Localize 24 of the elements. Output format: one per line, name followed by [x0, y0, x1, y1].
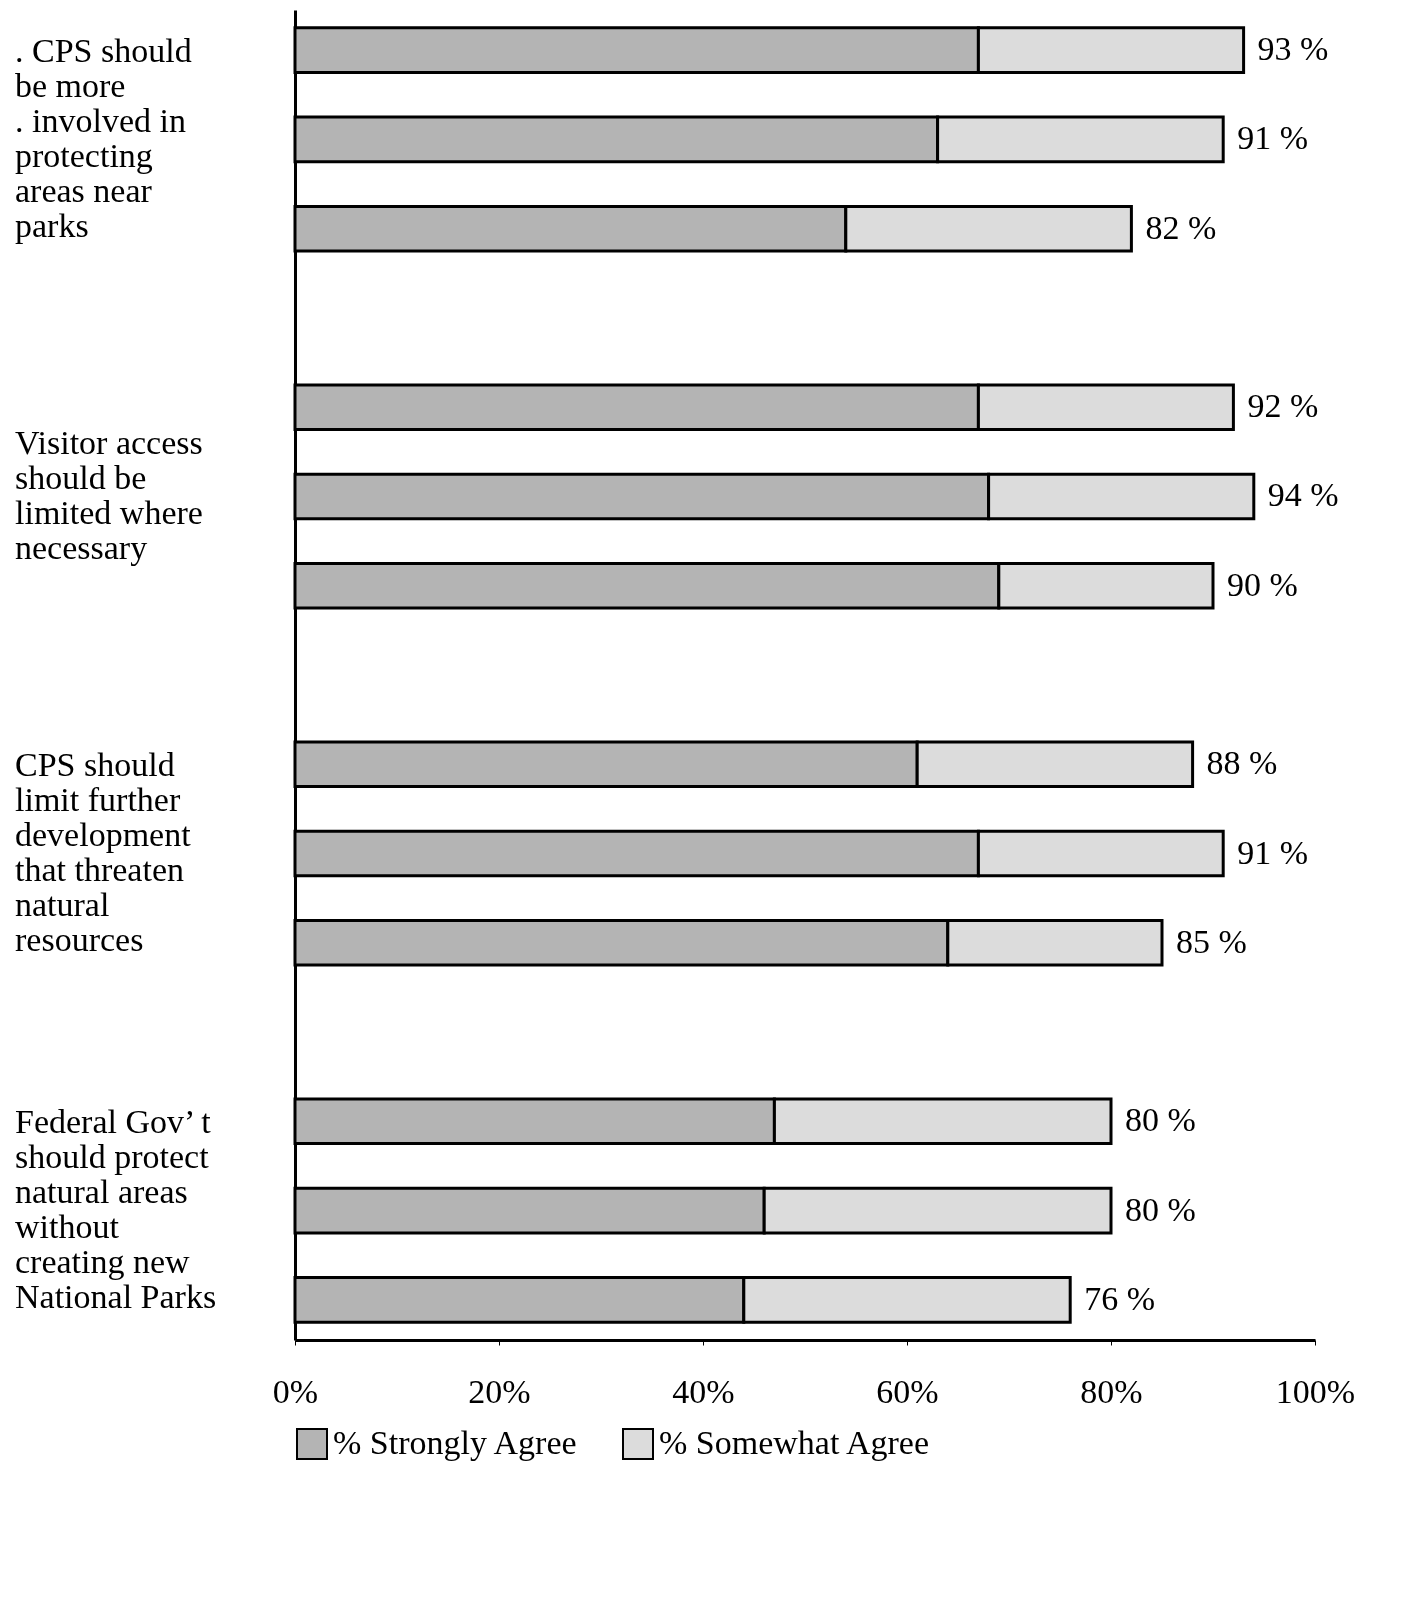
- total-label: 82 %: [1145, 208, 1217, 246]
- x-tick-label: 0%: [272, 1372, 319, 1410]
- total-label: 80 %: [1125, 1101, 1196, 1139]
- total-label: 92 %: [1247, 387, 1319, 425]
- x-tick-label: 20%: [468, 1372, 531, 1410]
- total-label: 85 %: [1176, 922, 1247, 960]
- legend-label: % Strongly Agree: [333, 1424, 577, 1461]
- total-label: 90 %: [1227, 565, 1298, 603]
- x-tick-label: 60%: [876, 1372, 939, 1410]
- legend-label: % Somewhat Agree: [659, 1424, 930, 1461]
- total-label: 80 %: [1125, 1190, 1196, 1228]
- total-label: 91 %: [1237, 833, 1309, 871]
- total-label: 91 %: [1237, 119, 1309, 157]
- total-label: 88 %: [1206, 744, 1278, 782]
- total-label: 76 %: [1084, 1279, 1156, 1317]
- y-tick-label: CPS should limit further development that threaten natural resources: [15, 746, 192, 959]
- y-tick-label: Federal Gov’ t should protect natural areas without creating new National Parks: [15, 1103, 217, 1316]
- x-tick-label: 80%: [1080, 1372, 1143, 1410]
- total-label: 93 %: [1257, 30, 1329, 68]
- x-tick-label: 100%: [1275, 1372, 1356, 1410]
- y-tick-label: Visitor access should be limited where necessary: [15, 423, 203, 566]
- y-tick-label: . CPS should be more . involved in protecting areas near parks: [15, 31, 192, 244]
- x-tick-label: 40%: [672, 1372, 735, 1410]
- total-label: 94 %: [1267, 476, 1339, 514]
